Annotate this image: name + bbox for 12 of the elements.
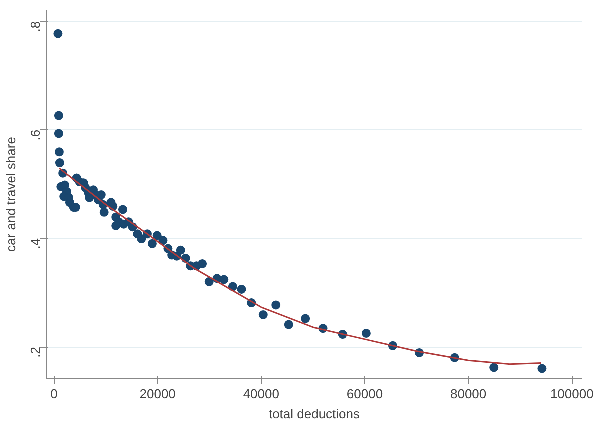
x-tick-label: 0 bbox=[50, 386, 58, 402]
x-tick-label: 80000 bbox=[450, 386, 487, 402]
x-tick-label: 40000 bbox=[243, 386, 280, 402]
y-tick-label: .2 bbox=[28, 347, 43, 358]
x-tick-label: 20000 bbox=[140, 386, 176, 402]
x-axis-title: total deductions bbox=[268, 406, 361, 422]
x-tick-label: 100000 bbox=[550, 386, 594, 402]
x-tick-label: 60000 bbox=[346, 386, 384, 402]
y-tick-label: .6 bbox=[28, 130, 43, 141]
y-axis-title: car and travel share bbox=[4, 137, 18, 252]
y-tick-label: .8 bbox=[28, 21, 43, 32]
y-tick-label: .4 bbox=[28, 238, 43, 250]
